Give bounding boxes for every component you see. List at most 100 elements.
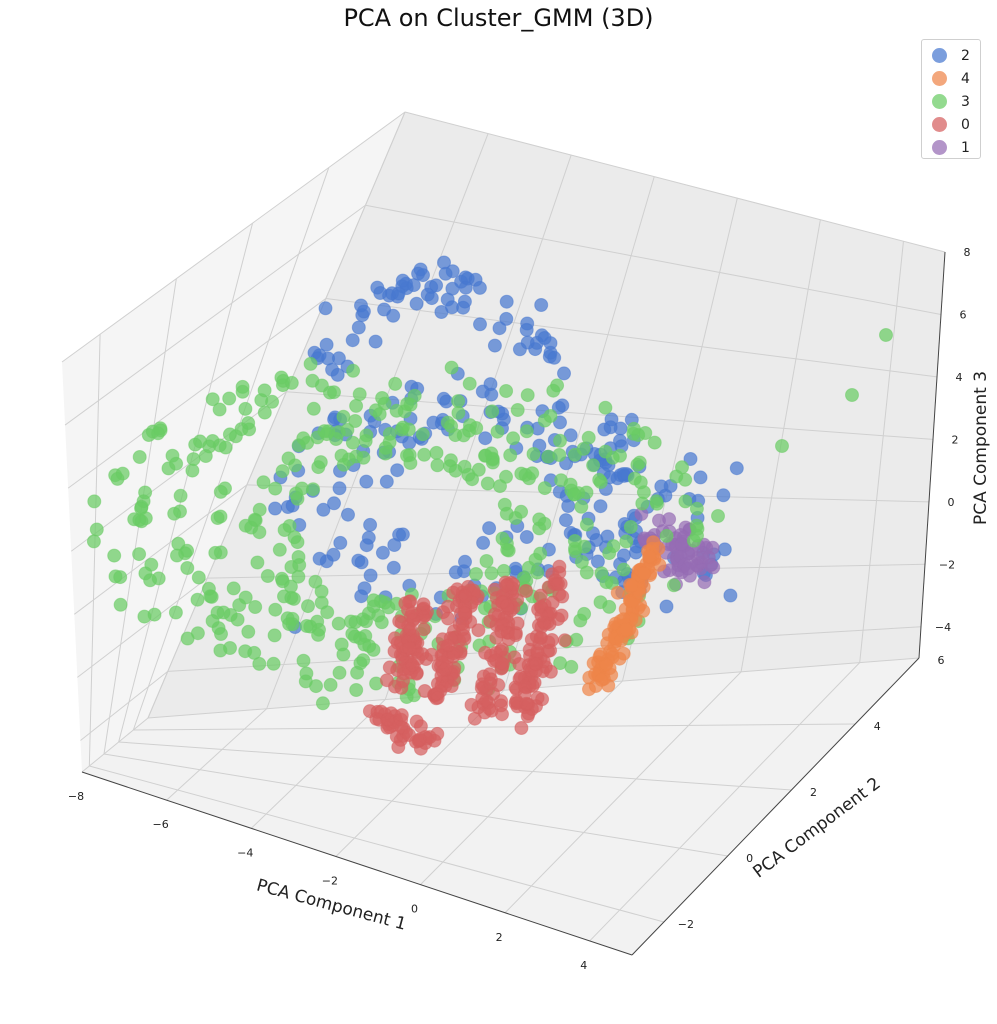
point-cluster-3 [170,548,184,563]
point-cluster-1 [674,537,689,552]
point-cluster-2 [387,538,402,552]
point-cluster-3 [138,485,153,500]
x-grid-line [166,708,267,801]
point-cluster-3 [375,391,390,405]
point-cluster-2 [534,298,549,312]
point-cluster-3 [462,423,477,438]
x-grid-line [859,241,904,663]
point-cluster-0 [403,622,418,637]
point-cluster-3 [238,401,253,416]
point-cluster-3 [301,599,315,614]
point-cluster-4 [605,647,620,661]
point-cluster-3 [257,405,272,420]
x-tick-label: 0 [411,903,418,916]
point-cluster-3 [137,609,152,624]
point-cluster-3 [372,407,387,422]
legend-item: 2 [932,44,980,67]
point-cluster-3 [478,448,492,463]
scatter-points [86,255,893,756]
point-cluster-3 [469,567,483,581]
point-cluster-2 [379,474,394,489]
point-cluster-3 [593,475,608,490]
point-cluster-3 [579,485,594,500]
point-cluster-3 [153,423,168,438]
point-cluster-0 [416,597,431,612]
point-cluster-3 [879,328,893,342]
point-cluster-3 [306,482,321,497]
point-cluster-2 [716,488,731,503]
z-grid-line [64,204,366,426]
legend-marker [932,71,947,86]
point-cluster-3 [238,644,253,659]
point-cluster-3 [213,484,228,499]
point-cluster-3 [553,433,567,448]
floor-pane [82,658,919,955]
point-cluster-3 [289,486,303,501]
point-cluster-2 [448,565,463,580]
point-cluster-3 [630,457,645,472]
axis-lines [81,251,946,956]
point-cluster-0 [398,596,413,611]
legend-marker [932,117,947,132]
point-cluster-3 [266,656,281,671]
point-cluster-3 [479,554,494,568]
point-cluster-4 [593,647,608,662]
point-cluster-3 [359,428,374,443]
point-cluster-2 [557,366,571,381]
point-cluster-3 [348,615,363,630]
point-cluster-3 [499,506,514,521]
point-cluster-2 [359,474,374,489]
point-cluster-2 [537,331,552,345]
chart-title: PCA on Cluster_GMM (3D) [343,4,654,32]
point-cluster-3 [277,523,292,537]
point-cluster-0 [382,660,397,675]
x-grid-line [250,699,386,829]
z-grid-line [74,484,248,615]
point-cluster-0 [524,632,539,647]
point-cluster-2 [499,294,514,309]
point-cluster-3 [378,595,392,610]
point-cluster-1 [662,512,677,527]
point-cluster-0 [514,721,529,735]
point-cluster-2 [377,302,392,317]
z-tick-label: 0 [948,496,955,509]
point-cluster-3 [389,403,404,418]
point-cluster-2 [487,338,502,353]
point-cluster-0 [438,662,452,677]
point-cluster-3 [496,563,511,578]
legend-item: 1 [932,136,980,159]
point-cluster-0 [458,589,473,604]
point-cluster-3 [331,425,346,440]
point-cluster-0 [519,584,533,598]
point-cluster-3 [520,388,535,403]
point-cluster-3 [180,561,195,575]
point-cluster-3 [287,530,302,545]
x-tick-label: −8 [68,790,84,803]
point-cluster-3 [519,424,534,439]
point-cluster-3 [327,385,341,400]
point-cluster-0 [499,578,514,593]
x-grid-line [81,717,149,773]
point-cluster-3 [594,566,609,581]
point-cluster-3 [223,641,237,655]
point-cluster-3 [252,525,267,540]
point-cluster-3 [250,555,265,570]
point-cluster-3 [503,448,518,463]
point-cluster-2 [593,499,608,514]
point-cluster-3 [526,447,541,461]
point-cluster-3 [190,592,205,607]
point-cluster-2 [402,435,417,450]
x-grid-line [589,662,861,942]
point-cluster-2 [659,599,674,614]
point-cluster-0 [495,707,509,722]
point-cluster-3 [256,475,271,490]
point-cluster-2 [368,334,383,349]
legend-item: 3 [932,90,980,113]
point-cluster-3 [616,562,631,577]
point-cluster-3 [510,403,525,417]
point-cluster-3 [306,401,321,416]
x-tick-label: −2 [322,874,338,887]
point-cluster-3 [471,462,486,477]
point-cluster-3 [678,494,693,509]
point-cluster-3 [444,419,459,434]
